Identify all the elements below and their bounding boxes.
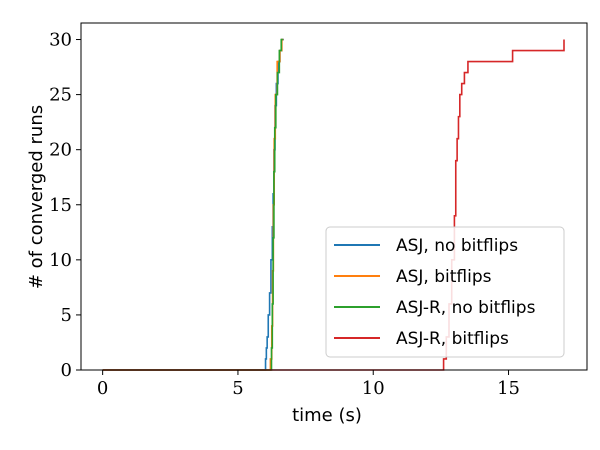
series-line-1 [102, 38, 284, 371]
x-tick-label: 10 [362, 378, 385, 399]
legend-box [325, 226, 565, 358]
y-tick-label: 20 [49, 140, 72, 161]
legend-label-1: ASJ, no bitflips [396, 236, 518, 256]
x-tick-label: 5 [232, 378, 243, 399]
series-line-3 [102, 38, 283, 371]
x-tick-label: 0 [97, 378, 108, 399]
y-tick-label: 15 [49, 195, 72, 216]
y-tick-label: 30 [49, 30, 72, 51]
y-tick-label: 25 [49, 85, 72, 106]
legend-label-4: ASJ-R, bitflips [396, 329, 509, 349]
legend: ASJ, no bitflips ASJ, bitflips ASJ-R, no b… [325, 226, 565, 358]
x-axis-label: time (s) [292, 405, 362, 426]
legend-label-2: ASJ, bitflips [396, 267, 492, 287]
x-tick-label: 15 [497, 378, 520, 399]
axes-frame [80, 22, 588, 371]
y-tick-label: 0 [61, 360, 72, 381]
x-axis-ticks: 0 5 10 15 [97, 370, 520, 399]
y-axis-ticks: 0 5 10 15 20 25 30 [49, 30, 81, 381]
y-axis-label: # of converged runs [26, 105, 47, 289]
y-tick-label: 5 [61, 305, 72, 326]
legend-entries: ASJ, no bitflips ASJ, bitflips ASJ-R, no b… [334, 236, 536, 349]
legend-label-3: ASJ-R, no bitflips [396, 298, 536, 318]
y-tick-label: 10 [49, 250, 72, 271]
series-line-2 [102, 38, 284, 371]
